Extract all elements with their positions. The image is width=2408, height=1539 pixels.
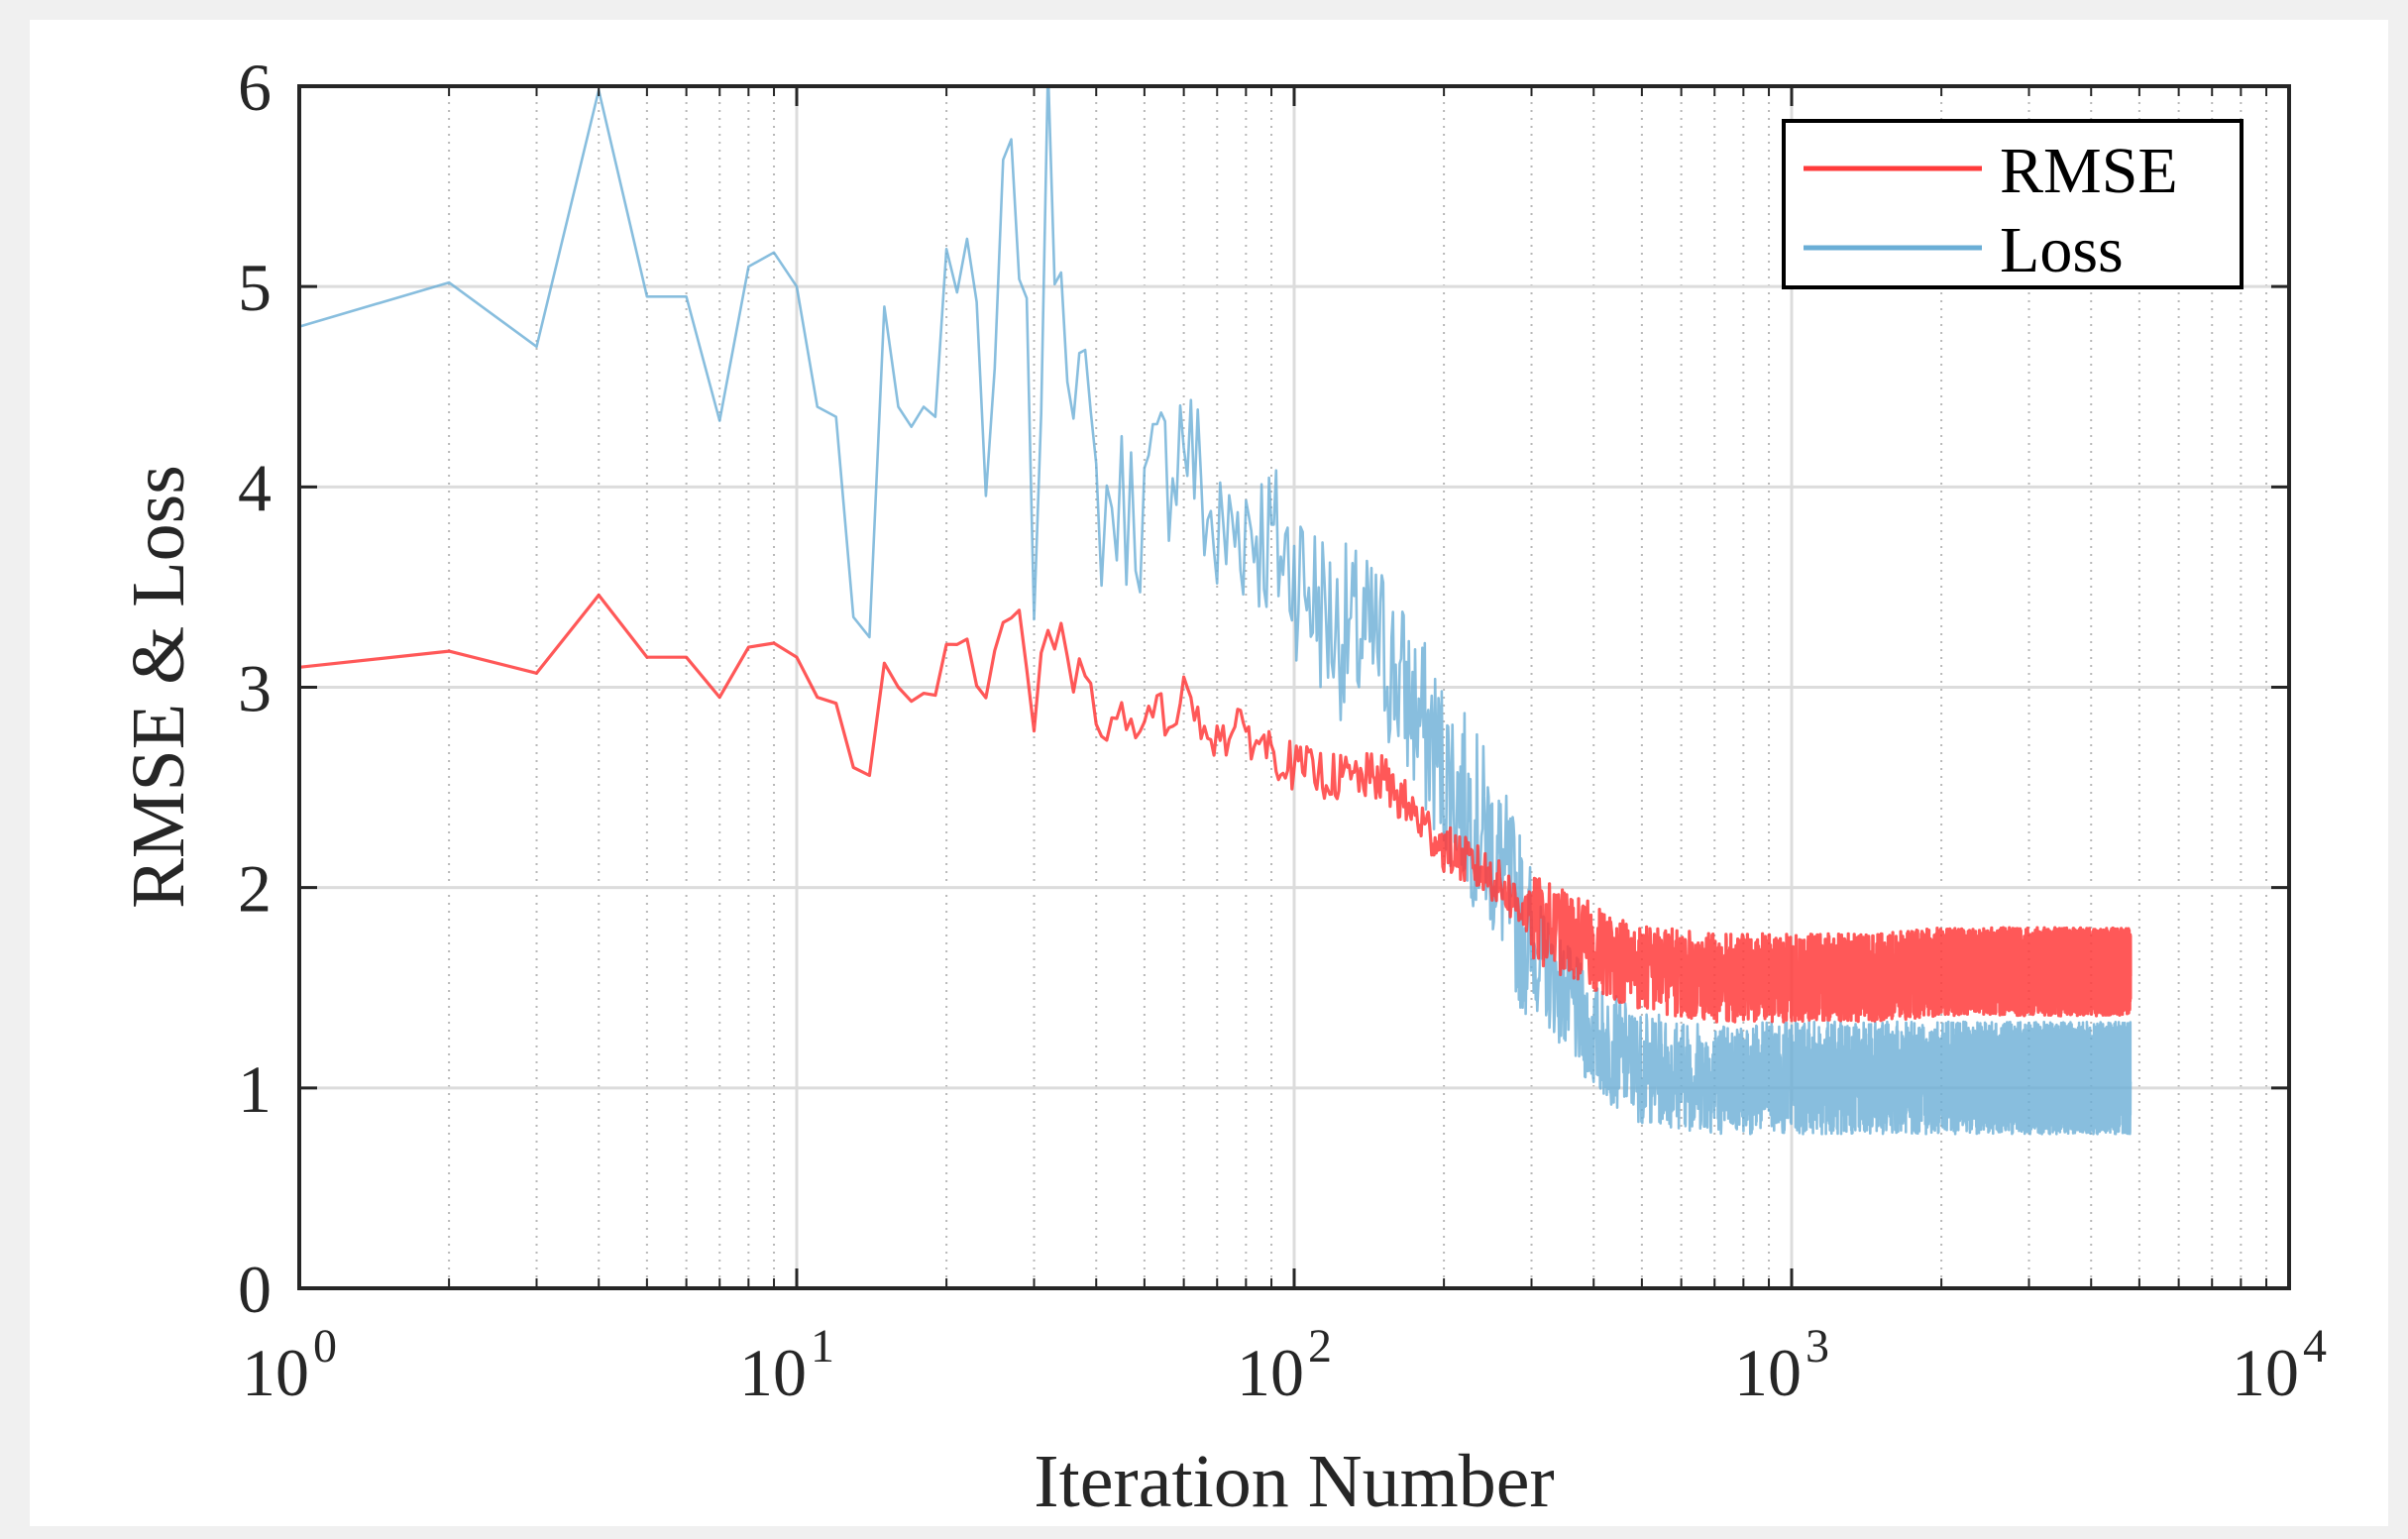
x-tick-label-exponent: 0: [313, 1320, 337, 1373]
x-tick-label: 10 4: [2232, 1320, 2327, 1410]
x-tick-label-exponent: 2: [1308, 1320, 1332, 1373]
x-tick-label-base: 10: [1734, 1335, 1802, 1410]
legend-label-rmse: RMSE: [2000, 135, 2178, 207]
x-tick-label-base: 10: [2232, 1335, 2299, 1410]
legend-box: [1782, 119, 2244, 289]
legend-label-loss: Loss: [2000, 214, 2124, 286]
x-tick-label-exponent: 3: [1806, 1320, 1829, 1373]
x-tick-label-base: 10: [739, 1335, 807, 1410]
x-tick-label: 10 3: [1734, 1320, 1829, 1410]
x-tick-label-exponent: 4: [2303, 1320, 2327, 1373]
series-line-loss: [299, 86, 2133, 1136]
x-axis-label: Iteration Number: [1034, 1440, 1554, 1523]
y-tick-label: 3: [238, 651, 272, 726]
x-tick-label: 10 2: [1237, 1320, 1332, 1410]
y-axis-label: RMSE & Loss: [117, 465, 200, 909]
plot-series: [299, 86, 2133, 1136]
x-tick-label-base: 10: [242, 1335, 309, 1410]
y-tick-label: 1: [238, 1051, 272, 1127]
x-tick-label: 10 0: [242, 1320, 337, 1410]
x-tick-label: 10 1: [739, 1320, 834, 1410]
y-tick-label: 2: [238, 851, 272, 927]
y-tick-label: 4: [238, 450, 272, 525]
x-tick-label-exponent: 1: [811, 1320, 834, 1373]
series-line-rmse: [299, 593, 2133, 1024]
y-tick-label: 6: [238, 50, 272, 125]
x-tick-label-base: 10: [1237, 1335, 1304, 1410]
y-tick-label: 0: [238, 1252, 272, 1327]
y-tick-label: 5: [238, 250, 272, 325]
